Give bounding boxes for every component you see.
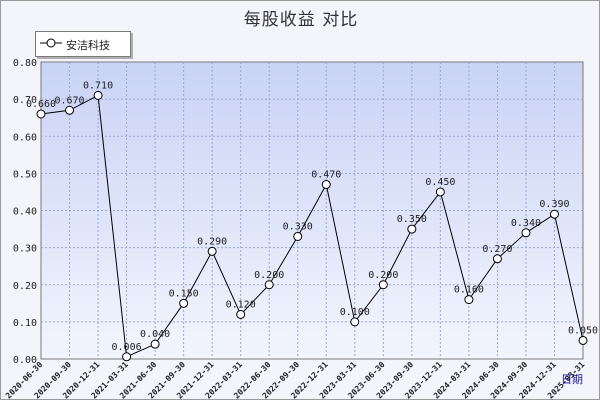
legend-item-label: 安洁科技 [66,39,110,52]
series-line [40,94,584,358]
data-point [435,187,445,197]
chart-title: 每股收益 对比 [243,10,359,30]
series-layer [36,90,588,362]
data-point [521,228,531,238]
y-tick-label: 0.60 [13,132,37,143]
data-label: 0.160 [454,285,484,296]
data-label: 0.006 [112,342,142,353]
data-label: 0.290 [197,236,227,247]
data-point [464,295,474,305]
y-tick-label: 0.30 [13,244,37,255]
data-point [549,209,559,219]
data-point [179,298,189,308]
data-label: 0.470 [311,170,341,181]
x-axis-label: 日期 [561,373,583,386]
y-tick-label: 0.10 [13,318,37,329]
data-point [264,280,274,290]
data-point [93,90,103,100]
data-point [321,180,331,190]
data-point [207,246,217,256]
legend[interactable]: 安洁科技 [35,31,131,57]
data-label: 0.040 [140,329,170,340]
y-tick-label: 0.40 [13,207,37,218]
data-label: 0.340 [511,218,541,229]
y-tick-label: 0.50 [13,169,37,180]
data-label: 0.200 [368,270,398,281]
data-point [578,335,588,345]
x-axis: 2020-06-302020-09-302020-12-312021-03-31… [4,360,587,401]
data-label: 0.150 [169,288,199,299]
data-point [378,280,388,290]
data-label: 0.330 [283,221,313,232]
data-label: 0.450 [425,177,455,188]
data-label: 0.710 [83,80,113,91]
grid-layer [41,62,583,359]
data-point [407,224,417,234]
data-label: 0.350 [397,214,427,225]
data-label: 0.270 [482,244,512,255]
data-point [293,231,303,241]
data-label: 0.200 [254,270,284,281]
y-tick-label: 0.00 [13,355,37,366]
data-point [492,254,502,264]
data-label: 0.120 [226,299,256,310]
data-point [36,109,46,119]
y-tick-label: 0.80 [13,58,37,69]
data-label: 0.050 [568,325,598,336]
y-axis: 0.00 0.10 0.20 0.30 0.40 0.50 0.60 0.70 0.80 [13,58,37,366]
y-tick-label: 0.70 [13,95,37,106]
data-label: 0.670 [54,95,84,106]
data-label: 0.100 [340,307,370,318]
data-point [236,309,246,319]
data-point [150,339,160,349]
data-label: 0.390 [539,199,569,210]
data-point [122,352,132,362]
y-tick-label: 0.20 [13,281,37,292]
data-point [350,317,360,327]
data-label: 0.660 [26,99,56,110]
data-point [65,105,75,115]
legend-marker-icon [40,38,62,48]
